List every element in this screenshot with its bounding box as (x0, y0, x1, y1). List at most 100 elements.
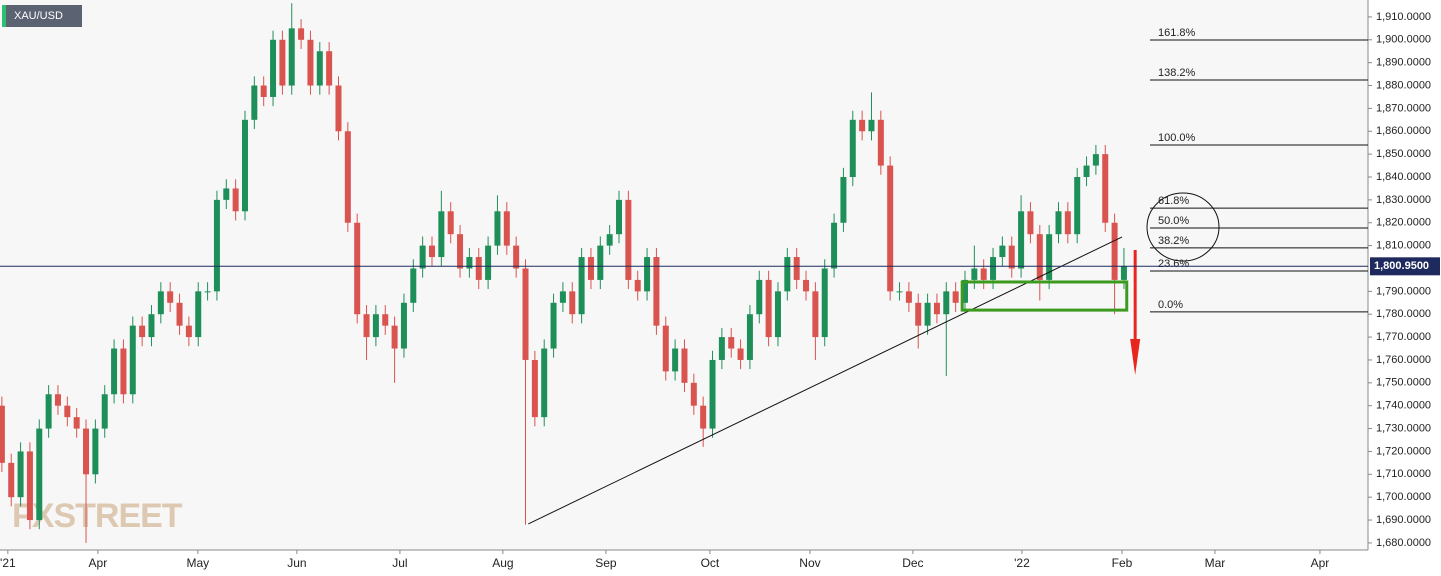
y-tick-label: 1,900.0000 (1376, 34, 1431, 46)
x-tick-label: '21 (0, 556, 16, 570)
arrow-head (1130, 339, 1141, 376)
x-tick-label: Oct (701, 556, 720, 570)
candle-body (354, 222, 361, 315)
candle-body (774, 291, 781, 338)
candle-body (92, 428, 99, 475)
candle-body (466, 257, 473, 269)
candle-body (120, 348, 127, 395)
symbol-badge-accent (2, 5, 6, 27)
candle-body (45, 394, 52, 429)
candle-body (307, 39, 314, 86)
candle-body (1055, 211, 1062, 235)
candle-body (634, 279, 641, 292)
candle-body (541, 348, 548, 418)
candle-body (400, 302, 407, 349)
candle-body (625, 199, 632, 280)
candle-body (1036, 234, 1043, 280)
y-tick-label: 1,840.0000 (1376, 171, 1431, 183)
y-tick-label: 1,710.0000 (1376, 468, 1431, 480)
y-tick-label: 1,820.0000 (1376, 217, 1431, 229)
fib-level-label: 0.0% (1158, 299, 1183, 311)
x-tick-label: Sep (595, 556, 617, 570)
candle-body (195, 291, 202, 338)
y-tick-label: 1,730.0000 (1376, 422, 1431, 434)
candle-body (550, 302, 557, 349)
fib-level-label: 100.0% (1158, 132, 1196, 144)
y-tick-label: 1,740.0000 (1376, 400, 1431, 412)
price-badge (1370, 257, 1440, 276)
candle-body (840, 177, 847, 223)
candle-body (999, 245, 1006, 258)
candle-body (1111, 222, 1118, 280)
candle-body (859, 119, 866, 132)
trendline (528, 236, 1123, 525)
candle-body (803, 279, 810, 292)
fib-level-label: 161.8% (1158, 27, 1196, 39)
candle-body (1102, 154, 1109, 223)
candle-body (990, 257, 997, 280)
candle-body (270, 39, 277, 97)
candle-body (36, 428, 43, 521)
candle-body (382, 314, 389, 326)
candle-body (185, 325, 192, 338)
candle-body (241, 119, 248, 212)
y-tick-label: 1,780.0000 (1376, 308, 1431, 320)
candle-body (1027, 211, 1034, 235)
candle-body (129, 325, 136, 395)
candle-body (26, 451, 33, 521)
candle-body (457, 234, 464, 269)
candle-body (139, 325, 146, 338)
candle-body (1083, 165, 1090, 178)
candle-body (812, 291, 819, 338)
candle-body (943, 291, 950, 315)
candle-body (503, 211, 510, 246)
candle-body (578, 257, 585, 315)
candle-body (980, 268, 987, 280)
candle-body (232, 188, 239, 212)
fib-level-label: 50.0% (1158, 215, 1189, 227)
candle-body (251, 85, 258, 120)
y-tick-label: 1,690.0000 (1376, 514, 1431, 526)
y-tick-label: 1,750.0000 (1376, 377, 1431, 389)
candle-body (868, 119, 875, 132)
x-tick-label: Feb (1112, 556, 1133, 570)
fib-level-label: 23.6% (1158, 258, 1189, 270)
x-tick-label: Apr (1311, 556, 1330, 570)
candle-body (335, 85, 342, 132)
candle-body (831, 222, 838, 269)
y-tick-label: 1,880.0000 (1376, 79, 1431, 91)
y-tick-label: 1,830.0000 (1376, 194, 1431, 206)
candle-body (933, 302, 940, 315)
candle-body (73, 417, 80, 429)
y-tick-label: 1,790.0000 (1376, 285, 1431, 297)
x-tick-label: Apr (89, 556, 108, 570)
candle-body (1064, 211, 1071, 235)
candle-body (391, 325, 398, 349)
candle-body (157, 291, 164, 315)
y-tick-label: 1,760.0000 (1376, 354, 1431, 366)
plot-background (0, 0, 1368, 550)
candle-body (475, 257, 482, 280)
candle-body (101, 394, 108, 429)
candle-body (569, 291, 576, 315)
candle-body (223, 188, 230, 200)
candle-body (905, 291, 912, 303)
fib-level-label: 61.8% (1158, 195, 1189, 207)
candle-body (961, 279, 968, 303)
candle-body (204, 291, 211, 293)
candle-body (709, 359, 716, 429)
candle-body (821, 268, 828, 338)
y-tick-label: 1,910.0000 (1376, 11, 1431, 23)
candle-body (1092, 154, 1099, 166)
candle-body (522, 268, 529, 360)
candle-body (597, 245, 604, 280)
candle-body (606, 234, 613, 246)
candle-body (1008, 245, 1015, 269)
candle-body (644, 257, 651, 292)
x-tick-label: Jun (287, 556, 306, 570)
candle-body (64, 405, 71, 418)
x-tick-label: Mar (1205, 556, 1226, 570)
x-tick-label: Aug (492, 556, 513, 570)
candle-body (559, 291, 566, 303)
